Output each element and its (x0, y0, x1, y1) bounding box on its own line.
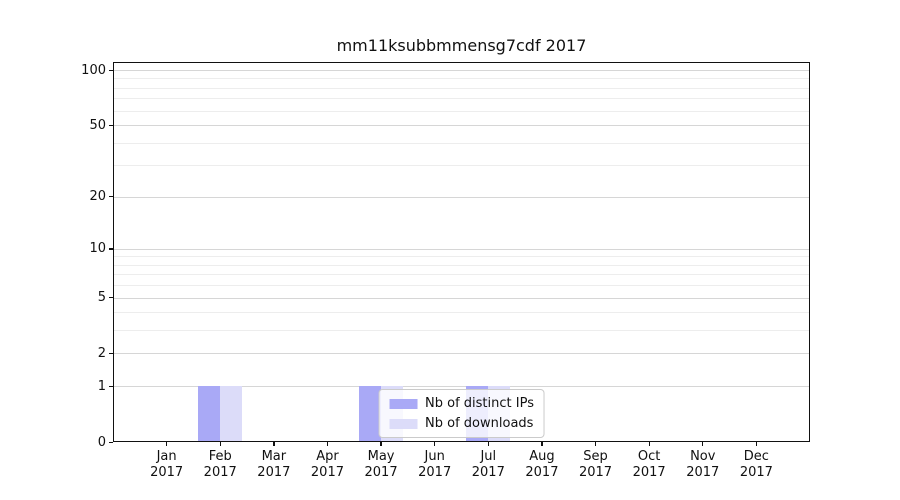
x-tick-label-jan: Jan 2017 (127, 449, 207, 481)
y-tick-label: 100 (81, 62, 106, 78)
x-tick-year: 2017 (471, 465, 505, 480)
minor-gridline (113, 264, 810, 266)
minor-gridline (113, 87, 810, 89)
y-tick-label: 1 (97, 378, 106, 394)
x-tick-month: Jun (424, 449, 445, 464)
x-tick-mark (326, 442, 329, 446)
bar-ips-may (359, 386, 382, 442)
x-tick-mark (755, 442, 758, 446)
x-tick-month: Jan (156, 449, 177, 464)
y-tick-label: 0 (97, 434, 106, 450)
y-axis-labels: 0 1 2 5 10 20 50 100 (0, 62, 106, 449)
x-tick-year: 2017 (150, 465, 184, 480)
x-tick-mark (166, 442, 168, 446)
x-tick-label-feb: Feb 2017 (180, 449, 260, 481)
minor-gridline (113, 274, 810, 276)
minor-gridline (113, 256, 810, 258)
x-tick-mark (541, 442, 543, 446)
major-gridline (113, 70, 810, 71)
x-tick-month: Feb (208, 449, 232, 464)
chart-title: mm11ksubbmmensg7cdf 2017 (336, 36, 587, 55)
major-gridline (113, 297, 810, 299)
plot-area: Nb of distinct IPs Nb of downloads (113, 62, 810, 442)
x-tick-mark (273, 442, 275, 446)
x-tick-year: 2017 (578, 465, 613, 480)
x-tick-year: 2017 (739, 465, 773, 480)
x-tick-month: Aug (529, 449, 555, 464)
y-tick-label: 50 (89, 117, 106, 133)
major-gridline (113, 386, 810, 388)
x-tick-mark (434, 442, 436, 446)
x-tick-label-jun: Jun 2017 (395, 449, 475, 481)
x-tick-month: Oct (637, 449, 661, 464)
legend-label: Nb of downloads (425, 416, 534, 431)
x-tick-year: 2017 (686, 465, 720, 480)
x-tick-mark (648, 442, 650, 446)
bar-ips-feb (198, 386, 221, 442)
y-tick-mark (109, 248, 113, 250)
y-tick-mark (109, 441, 113, 443)
x-tick-mark (380, 442, 382, 446)
x-tick-label-nov: Nov 2017 (663, 449, 743, 481)
y-tick-mark (109, 196, 113, 198)
minor-gridline (113, 312, 810, 314)
major-gridline (113, 196, 810, 198)
x-tick-year: 2017 (364, 465, 398, 480)
x-tick-month: Nov (690, 449, 716, 464)
x-tick-label-oct: Oct 2017 (609, 449, 689, 481)
y-tick-label: 2 (97, 345, 106, 361)
bar-downloads-feb (220, 386, 243, 442)
x-tick-label-jul: Jul 2017 (448, 449, 528, 481)
x-tick-mark (487, 442, 489, 446)
x-tick-label-dec: Dec 2017 (716, 449, 796, 481)
x-tick-mark (594, 442, 597, 446)
legend-swatch (389, 398, 418, 409)
x-tick-label-mar: Mar 2017 (234, 449, 314, 481)
x-tick-label-may: May 2017 (341, 449, 421, 481)
y-tick-mark (109, 297, 113, 299)
y-tick-mark (109, 124, 113, 126)
y-tick-mark (109, 352, 113, 355)
minor-gridline (113, 165, 810, 167)
x-tick-month: Apr (316, 449, 339, 464)
y-tick-label: 5 (97, 290, 106, 306)
x-tick-month: Dec (743, 449, 769, 464)
legend-row: Nb of distinct IPs (389, 396, 534, 411)
x-tick-year: 2017 (632, 465, 666, 480)
major-gridline (113, 248, 810, 250)
minor-gridline (113, 98, 810, 100)
x-tick-year: 2017 (525, 465, 559, 480)
x-tick-mark (219, 442, 221, 446)
x-tick-month: Mar (261, 449, 287, 464)
x-tick-mark (702, 442, 704, 446)
minor-gridline (113, 78, 810, 80)
x-tick-month: May (367, 449, 395, 464)
legend-swatch (389, 418, 418, 429)
legend: Nb of distinct IPs Nb of downloads (378, 389, 545, 438)
y-tick-label: 20 (89, 189, 106, 205)
minor-gridline (113, 330, 810, 332)
x-tick-label-sep: Sep 2017 (556, 449, 636, 481)
x-tick-year: 2017 (310, 465, 344, 480)
legend-label: Nb of distinct IPs (425, 396, 534, 411)
x-tick-year: 2017 (418, 465, 452, 480)
x-tick-label-apr: Apr 2017 (287, 449, 367, 481)
y-tick-label: 10 (89, 241, 106, 257)
minor-gridline (113, 110, 810, 112)
minor-gridline (113, 142, 810, 144)
major-gridline (113, 353, 810, 355)
y-tick-mark (109, 69, 113, 71)
x-tick-month: Sep (583, 449, 608, 464)
y-tick-mark (109, 385, 113, 387)
legend-row: Nb of downloads (389, 416, 534, 431)
x-tick-month: Jul (480, 449, 497, 464)
x-tick-label-aug: Aug 2017 (502, 449, 582, 481)
minor-gridline (113, 285, 810, 287)
x-tick-year: 2017 (257, 465, 291, 480)
major-gridline (113, 125, 810, 127)
plot-frame (113, 62, 810, 442)
x-tick-year: 2017 (203, 465, 237, 480)
